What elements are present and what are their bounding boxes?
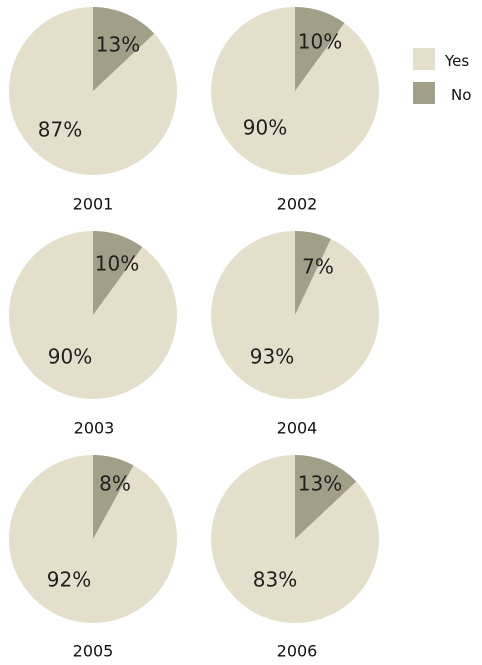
pie-2001-no-slice <box>93 7 155 91</box>
pie-2005-no-label: 8% <box>99 472 131 496</box>
pie-2006-yes-label: 83% <box>253 568 297 592</box>
pie-2005: 8% 92% 2005 <box>9 455 177 661</box>
pie-2002-no-label: 10% <box>298 30 342 54</box>
pie-2006-no-label: 13% <box>298 472 342 496</box>
pie-2004-no-label: 7% <box>302 255 334 279</box>
pie-2005-year-label: 2005 <box>73 642 114 661</box>
pie-2004-no-slice <box>295 231 331 315</box>
pie-2004: 7% 93% 2004 <box>211 231 379 438</box>
pie-2003-yes-label: 90% <box>48 345 92 369</box>
pie-2002: 10% 90% 2002 <box>211 7 379 214</box>
legend-no-label: No <box>451 86 471 104</box>
pie-2005-yes-label: 92% <box>47 568 91 592</box>
pies-layer: 13% 87% 2001 10% 90% 2002 10% 90% 2003 7% 93% 2004 8… <box>9 7 379 661</box>
pie-2001: 13% 87% 2001 <box>9 7 177 214</box>
pie-2002-no-slice <box>295 7 345 91</box>
legend: Yes No <box>413 48 471 104</box>
pie-2006: 13% 83% 2006 <box>211 455 379 661</box>
pie-2006-no-slice <box>295 455 357 539</box>
pie-2003-year-label: 2003 <box>74 419 115 438</box>
pie-2006-year-label: 2006 <box>277 642 318 661</box>
pie-2003-no-label: 10% <box>95 252 139 276</box>
pie-2004-yes-label: 93% <box>250 345 294 369</box>
pie-2001-yes-label: 87% <box>38 118 82 142</box>
pie-2002-year-label: 2002 <box>277 195 318 214</box>
pie-2003: 10% 90% 2003 <box>9 231 177 438</box>
pie-2005-no-slice <box>93 455 134 539</box>
pie-2003-no-slice <box>93 231 143 315</box>
pie-2001-no-label: 13% <box>96 33 140 57</box>
pie-2004-year-label: 2004 <box>277 419 318 438</box>
legend-yes-label: Yes <box>444 52 469 70</box>
legend-yes-swatch <box>413 48 435 70</box>
pie-2002-yes-label: 90% <box>243 116 287 140</box>
legend-no-swatch <box>413 82 435 104</box>
pie-2001-year-label: 2001 <box>73 195 114 214</box>
